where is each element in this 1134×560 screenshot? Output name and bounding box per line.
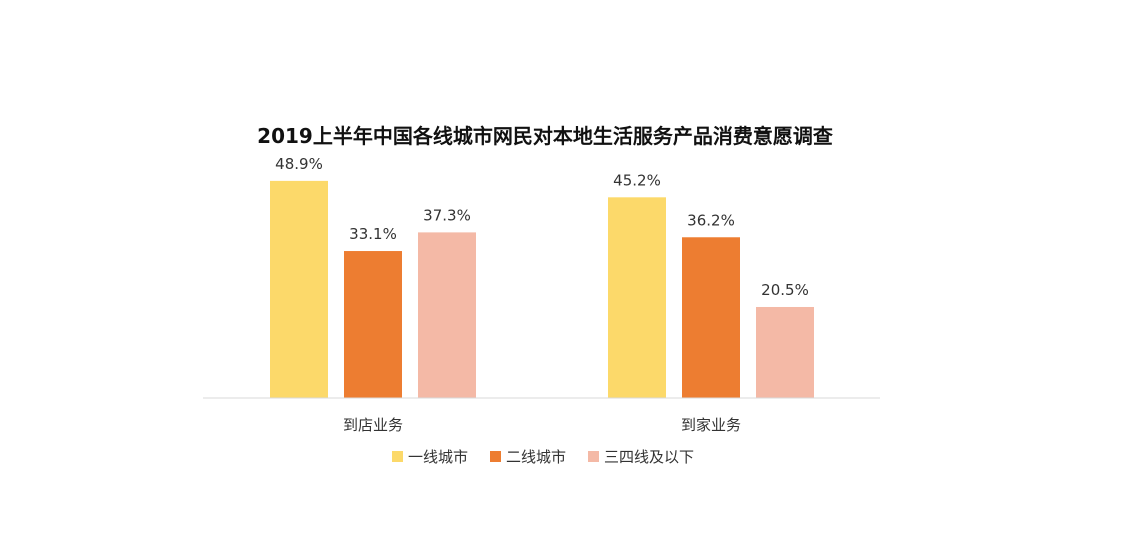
bar-1-2 xyxy=(344,251,402,398)
data-label-1-2: 33.1% xyxy=(349,225,397,243)
legend-label-3: 三四线及以下 xyxy=(604,448,694,466)
bar-1-1 xyxy=(270,180,328,398)
bar-2-3 xyxy=(756,306,814,398)
data-label-2-3: 20.5% xyxy=(761,281,809,299)
legend-label-2: 二线城市 xyxy=(506,448,566,466)
bar-1-3 xyxy=(418,232,476,398)
bar-2-2 xyxy=(682,237,740,398)
data-label-2-2: 36.2% xyxy=(687,211,735,229)
legend-label-1: 一线城市 xyxy=(408,448,468,466)
category-label-2: 到家业务 xyxy=(681,416,741,434)
bar-group xyxy=(270,180,814,398)
value-labels: 48.9% 45.2% 33.1% 36.2% 37.3% 20.5% xyxy=(275,155,809,299)
data-label-1-3: 37.3% xyxy=(423,206,471,224)
category-label-1: 到店业务 xyxy=(343,416,403,434)
legend-swatch-2 xyxy=(490,451,501,462)
legend-swatch-1 xyxy=(392,451,403,462)
data-label-2-1: 45.2% xyxy=(613,171,661,189)
legend-swatch-3 xyxy=(588,451,599,462)
data-label-1-1: 48.9% xyxy=(275,155,323,173)
category-labels: 到店业务 到家业务 xyxy=(343,416,741,434)
legend: 一线城市 二线城市 三四线及以下 xyxy=(392,448,694,466)
bar-2-1 xyxy=(608,197,666,398)
chart-title: 2019上半年中国各线城市网民对本地生活服务产品消费意愿调查 xyxy=(257,124,833,148)
